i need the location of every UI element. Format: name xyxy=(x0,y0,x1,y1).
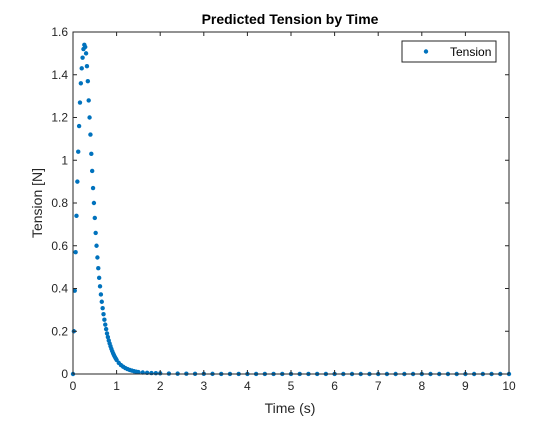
data-point xyxy=(76,123,82,129)
x-tick-label: 6 xyxy=(331,379,338,393)
x-tick-label: 0 xyxy=(70,379,77,393)
data-point xyxy=(83,44,88,50)
data-point xyxy=(77,100,83,105)
data-point xyxy=(103,326,109,332)
data-point xyxy=(149,370,154,376)
y-tick-label: 0.4 xyxy=(51,282,68,296)
data-point xyxy=(74,213,79,219)
data-point xyxy=(78,81,84,86)
data-point xyxy=(105,334,111,340)
y-axis-label: Tension [N] xyxy=(29,168,45,238)
data-point xyxy=(98,292,104,297)
legend-marker xyxy=(423,49,429,54)
x-axis-ticks: 0 1 2 3 4 5 6 7 8 9 10 xyxy=(70,32,516,393)
y-tick-label: 0 xyxy=(61,367,68,381)
x-tick-label: 7 xyxy=(375,379,382,393)
data-point xyxy=(100,305,105,311)
data-point xyxy=(102,317,107,322)
data-point xyxy=(91,200,97,206)
x-tick-label: 8 xyxy=(418,379,425,393)
data-points xyxy=(70,42,512,377)
data-point xyxy=(93,230,98,236)
data-point xyxy=(85,78,91,84)
data-point xyxy=(104,331,110,336)
data-point xyxy=(96,265,101,271)
x-tick-label: 4 xyxy=(244,379,251,393)
x-tick-label: 9 xyxy=(462,379,469,393)
plot-frame xyxy=(72,31,510,375)
data-point xyxy=(86,98,91,103)
data-point xyxy=(89,151,94,157)
y-tick-label: 1 xyxy=(61,153,68,167)
x-axis-label: Time (s) xyxy=(265,400,316,416)
data-point xyxy=(72,288,77,293)
data-point xyxy=(83,51,89,56)
data-point xyxy=(84,63,90,69)
x-tick-label: 3 xyxy=(200,379,207,393)
data-point xyxy=(95,255,100,260)
data-point xyxy=(99,299,104,304)
x-tick-label: 10 xyxy=(502,379,516,393)
data-point xyxy=(153,371,159,376)
data-point xyxy=(90,185,96,191)
data-point xyxy=(80,55,85,60)
data-point xyxy=(96,275,102,281)
data-point xyxy=(88,132,93,137)
axes xyxy=(72,31,510,375)
data-point xyxy=(92,215,98,221)
y-tick-label: 1.6 xyxy=(51,25,68,39)
chart-title: Predicted Tension by Time xyxy=(202,11,379,27)
data-point xyxy=(97,284,103,289)
data-point xyxy=(101,311,106,317)
data-point xyxy=(136,369,141,375)
legend-box xyxy=(401,40,497,63)
legend: Tension xyxy=(401,40,497,63)
data-point xyxy=(87,115,92,120)
data-point xyxy=(79,66,84,71)
y-tick-label: 0.6 xyxy=(51,239,68,253)
y-tick-label: 0.2 xyxy=(51,324,68,338)
data-point xyxy=(73,249,78,255)
x-tick-label: 2 xyxy=(157,379,164,393)
x-tick-label: 1 xyxy=(113,379,120,393)
y-axis-ticks: 0 0.2 0.4 0.6 0.8 1 1.2 1.4 1.6 xyxy=(51,25,509,381)
data-point xyxy=(75,179,80,184)
y-tick-label: 1.2 xyxy=(51,111,68,125)
y-tick-label: 1.4 xyxy=(51,68,68,82)
data-point xyxy=(76,149,81,154)
data-point xyxy=(103,322,108,327)
x-tick-label: 5 xyxy=(288,379,295,393)
y-tick-label: 0.8 xyxy=(51,196,68,210)
data-point xyxy=(94,243,99,248)
data-point xyxy=(89,168,95,174)
legend-label: Tension xyxy=(450,45,491,59)
